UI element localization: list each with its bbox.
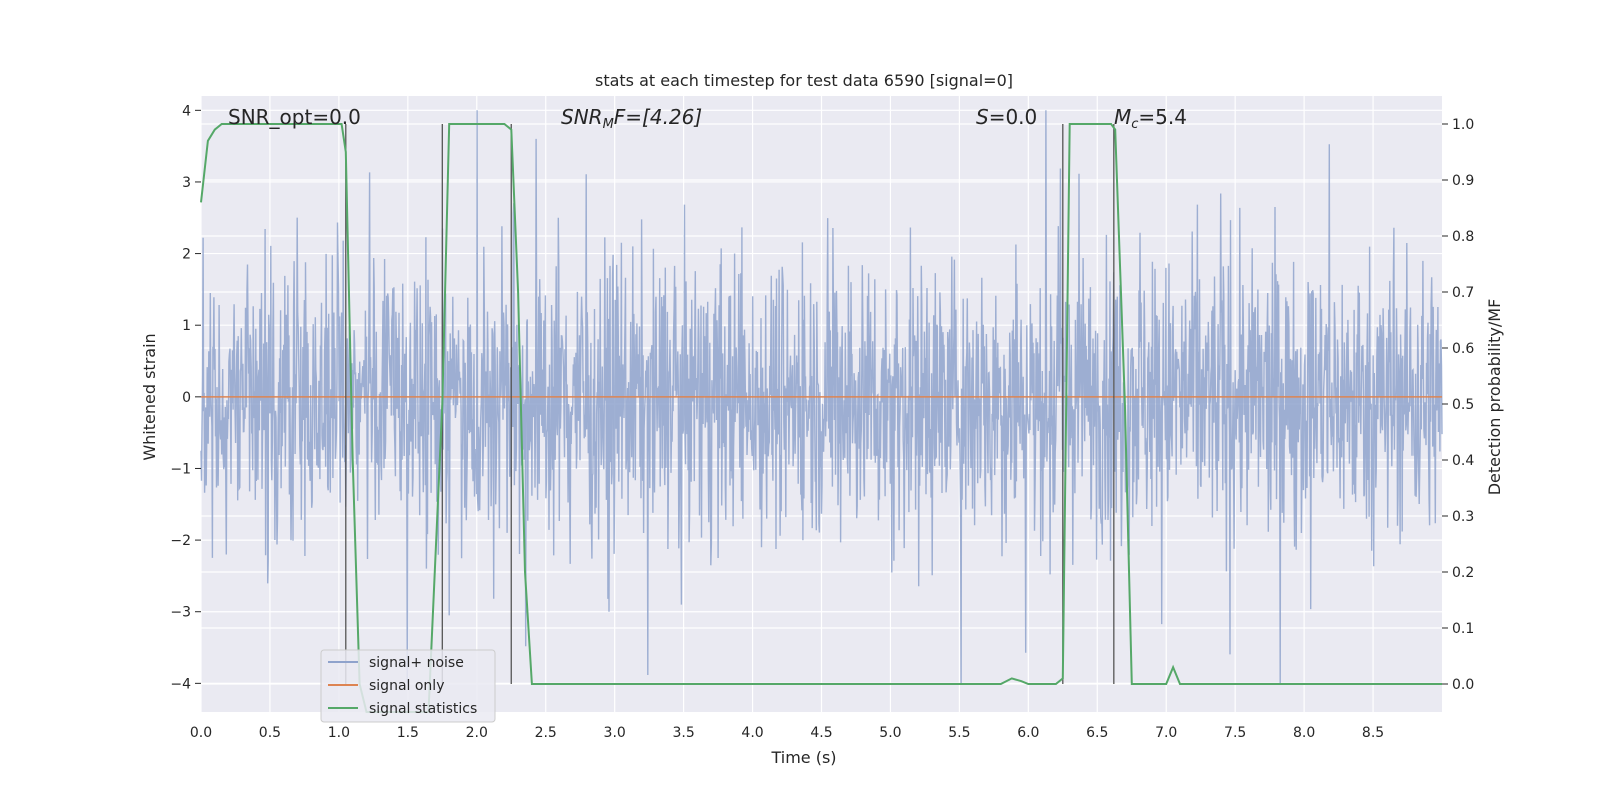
y-tick-label: 3 (182, 175, 191, 191)
annotation-snr-mf: SNRMF=[4.26] (561, 105, 702, 132)
y-axis-label: Whitened strain (140, 333, 159, 460)
series-signal-noise (200, 110, 1443, 684)
x-tick-label: 7.0 (1155, 725, 1177, 741)
y2-tick-label: 0.7 (1452, 285, 1474, 301)
y2-tick-label: 0.9 (1452, 173, 1474, 189)
annotation-mc: Mc=5.4 (1114, 105, 1187, 132)
x-tick-label: 3.5 (672, 725, 694, 741)
x-tick-label: 7.5 (1224, 725, 1246, 741)
annotation-mc-var: M (1114, 105, 1131, 129)
x-tick-label: 8.5 (1362, 725, 1384, 741)
y2-tick-label: 0.6 (1452, 341, 1474, 357)
y2-tick-label: 0.8 (1452, 229, 1474, 245)
y-tick-label: 0 (182, 390, 191, 406)
noise-trace (200, 110, 1443, 684)
annotation-snr-mf-rest: F=[4.26] (614, 105, 702, 129)
y-tick-label: −3 (170, 605, 191, 621)
x-tick-label: 1.5 (397, 725, 419, 741)
y-tick-label: −1 (170, 461, 191, 477)
annotation-snr-mf-base: SNR (561, 105, 603, 129)
y2-axis-label: Detection probability/MF (1485, 299, 1504, 496)
y2-tick-label: 0.5 (1452, 397, 1474, 413)
x-tick-label: 8.0 (1293, 725, 1315, 741)
y-tick-label: −4 (170, 676, 191, 692)
y2-tick-label: 0.0 (1452, 677, 1474, 693)
y-tick-label: 4 (182, 103, 191, 119)
x-tick-label: 4.5 (810, 725, 832, 741)
x-axis-label: Time (s) (770, 748, 836, 767)
y-axis-ticks: 4 3 2 1 0 −1 −2 −3 −4 (170, 103, 201, 692)
chart-title: stats at each timestep for test data 659… (595, 71, 1013, 90)
x-tick-label: 5.5 (948, 725, 970, 741)
legend-box (320, 649, 496, 723)
legend-label-signal-noise: signal+ noise (369, 655, 464, 671)
x-tick-label: 6.5 (1086, 725, 1108, 741)
annotation-mc-sub: c (1131, 117, 1138, 132)
x-tick-label: 2.5 (535, 725, 557, 741)
y2-tick-label: 0.4 (1452, 453, 1474, 469)
y2-tick-label: 1.0 (1452, 117, 1474, 133)
annotation-snr-mf-sub: M (603, 117, 614, 132)
x-tick-label: 2.0 (466, 725, 488, 741)
y-tick-label: 1 (182, 318, 191, 334)
y2-tick-label: 0.2 (1452, 565, 1474, 581)
grid-lines (200, 96, 1442, 712)
x-tick-label: 5.0 (879, 725, 901, 741)
x-axis-ticks: 0.0 0.5 1.0 1.5 2.0 2.5 3.0 3.5 4.0 4.5 5.0 5.5 6.0 6… (190, 725, 1384, 741)
annotation-s-rest: =0.0 (989, 105, 1038, 129)
x-tick-label: 0.5 (259, 725, 281, 741)
x-tick-label: 4.0 (741, 725, 763, 741)
y2-tick-label: 0.3 (1452, 509, 1474, 525)
annotation-s: S=0.0 (976, 105, 1037, 129)
series-signal-statistics (200, 123, 1442, 713)
annotation-mc-rest: =5.4 (1138, 105, 1187, 129)
x-tick-label: 0.0 (190, 725, 212, 741)
annotation-s-var: S (976, 105, 989, 129)
y2-tick-label: 0.1 (1452, 621, 1474, 637)
annotation-snr-opt: SNR_opt=0.0 (228, 105, 361, 129)
legend-label-signal-statistics: signal statistics (369, 701, 477, 717)
x-tick-label: 1.0 (328, 725, 350, 741)
y2-axis-ticks: 1.0 0.9 0.8 0.7 0.6 0.5 0.4 0.3 0.2 0.1 0.0 (1442, 117, 1474, 693)
x-tick-label: 6.0 (1017, 725, 1039, 741)
legend: signal+ noise signal only signal statist… (320, 649, 496, 723)
x-tick-label: 3.0 (604, 725, 626, 741)
legend-label-signal-only: signal only (369, 678, 444, 694)
y-tick-label: −2 (170, 533, 191, 549)
y-tick-label: 2 (182, 247, 191, 263)
